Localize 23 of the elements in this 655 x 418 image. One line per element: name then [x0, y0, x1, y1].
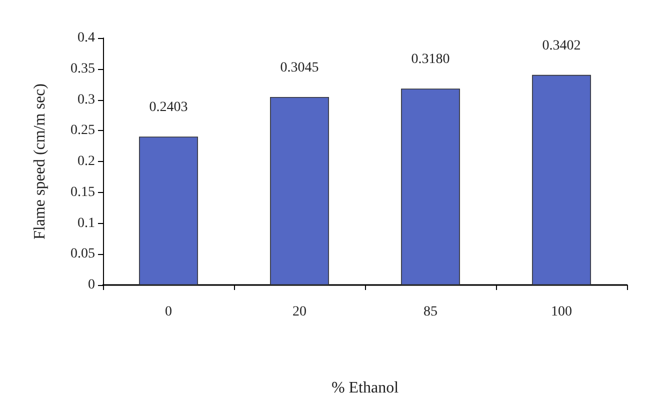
bar: [532, 74, 591, 285]
y-tick-label: 0.05: [70, 246, 95, 262]
bar: [270, 96, 329, 285]
data-label: 0.3045: [280, 60, 319, 76]
y-tick-label: 0.2: [78, 154, 95, 169]
y-tick-label: 0.1: [78, 216, 95, 231]
y-tick-label: 0.25: [70, 123, 95, 138]
x-tick-label: 85: [424, 304, 438, 320]
x-tick-label: 100: [551, 304, 572, 320]
data-label: 0.3402: [542, 38, 581, 54]
y-tick-label: 0.15: [70, 184, 95, 200]
x-axis-title: % Ethanol: [331, 380, 400, 396]
y-tick-label: 0.3: [78, 92, 95, 108]
data-label: 0.2403: [149, 100, 188, 116]
x-tick-label: 20: [292, 304, 306, 320]
y-tick-label: 0.35: [70, 61, 95, 76]
x-tick-label: 0: [165, 304, 172, 320]
y-axis-title: Flame speed (cm/m sec): [32, 84, 48, 240]
data-label: 0.3180: [411, 52, 450, 68]
y-tick-label: 0: [88, 278, 95, 292]
y-tick-label: 0.4: [78, 30, 95, 46]
bar: [139, 136, 198, 285]
bar: [401, 88, 460, 285]
